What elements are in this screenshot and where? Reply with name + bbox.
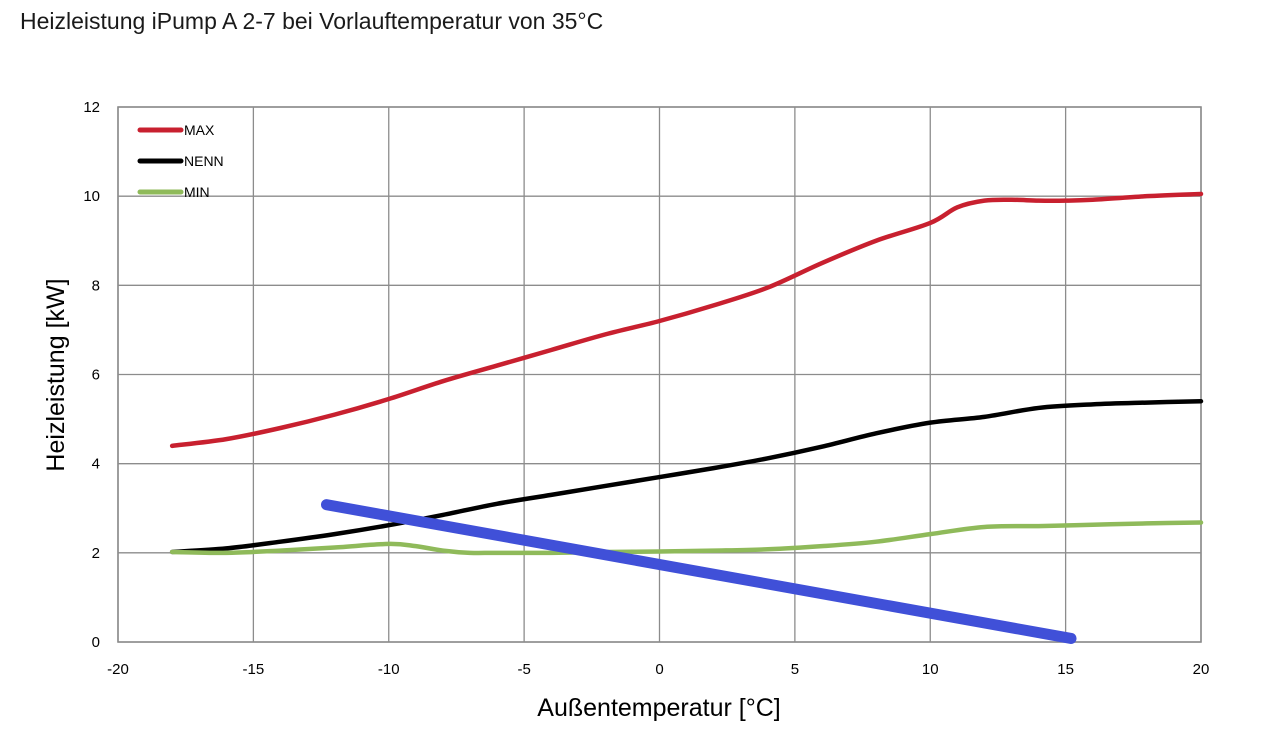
x-tick-label: 20 <box>1193 661 1210 678</box>
tick-labels: -20 -15 -10 -5 0 5 10 15 20 0 2 4 6 8 10 12 <box>83 99 1209 678</box>
y-tick-label: 12 <box>83 99 100 116</box>
x-tick-label: -15 <box>243 661 265 678</box>
x-tick-label: 5 <box>791 661 799 678</box>
y-tick-label: 6 <box>92 367 100 384</box>
y-tick-label: 2 <box>92 545 100 562</box>
x-tick-label: 15 <box>1057 661 1074 678</box>
legend-label-max: MAX <box>184 122 215 138</box>
x-tick-label: -5 <box>517 661 530 678</box>
legend-label-min: MIN <box>184 184 210 200</box>
legend: MAX NENN MIN <box>137 122 224 200</box>
x-tick-label: 0 <box>655 661 663 678</box>
series-line-nenn <box>169 399 1204 555</box>
y-tick-label: 4 <box>92 456 100 473</box>
series-lines <box>169 191 1204 644</box>
x-tick-label: -10 <box>378 661 400 678</box>
x-tick-label: 10 <box>922 661 939 678</box>
legend-label-nenn: NENN <box>184 153 224 169</box>
series-line-min <box>169 520 1204 556</box>
y-tick-label: 8 <box>92 277 100 294</box>
x-axis-label: Außentemperatur [°C] <box>537 694 780 722</box>
x-tick-label: -20 <box>107 661 129 678</box>
chart-title: Heizleistung iPump A 2-7 bei Vorlauftemp… <box>20 8 604 34</box>
y-tick-label: 10 <box>83 188 100 205</box>
series-line-max <box>169 191 1204 449</box>
annotation-line <box>320 499 1077 644</box>
y-tick-label: 0 <box>92 634 100 651</box>
y-axis-label: Heizleistung [kW] <box>42 278 70 471</box>
